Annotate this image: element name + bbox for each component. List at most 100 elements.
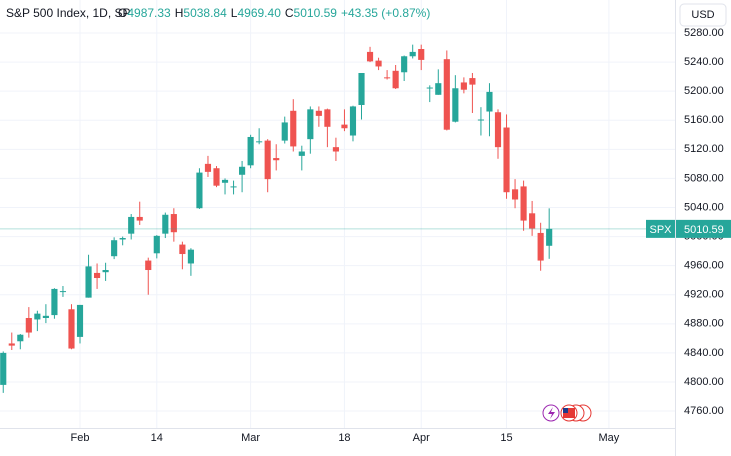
candle-body — [153, 235, 160, 254]
candle-body — [486, 91, 493, 112]
candle-body — [520, 186, 527, 221]
candle-body — [119, 238, 126, 240]
candle-body — [358, 72, 365, 105]
candle-body — [290, 110, 297, 147]
candle-body — [537, 232, 544, 261]
candle-body — [170, 214, 177, 233]
y-tick-label: 5280.00 — [684, 27, 724, 39]
candle-body — [145, 260, 152, 271]
currency-box[interactable] — [679, 3, 727, 27]
candle-body — [85, 266, 92, 298]
flag-icon — [563, 408, 568, 413]
ohlc-prefix: O — [118, 6, 127, 20]
candle-body — [366, 51, 374, 62]
candle-body — [511, 189, 519, 200]
candle-body — [341, 124, 348, 129]
candle-body — [111, 240, 118, 257]
candle-body — [68, 309, 75, 349]
candle-body — [128, 216, 135, 234]
x-tick-label: 18 — [338, 432, 350, 444]
candle-body — [384, 77, 391, 79]
candle-body — [426, 87, 433, 89]
y-tick-label: 4800.00 — [684, 376, 724, 388]
candle-body — [324, 109, 331, 127]
event-icons[interactable] — [542, 404, 592, 422]
y-tick-label: 5240.00 — [684, 56, 724, 68]
candle-body — [494, 112, 502, 148]
symbol-title: S&P 500 Index, 1D, SP — [6, 6, 131, 20]
candle-body — [435, 83, 442, 95]
candle-body — [25, 318, 32, 333]
candle-body — [332, 147, 339, 152]
x-tick-label: Feb — [71, 432, 90, 444]
x-tick-label: Apr — [413, 432, 430, 444]
y-tick-label: 5200.00 — [684, 85, 724, 97]
candle-body — [102, 270, 109, 273]
candle-body — [34, 313, 41, 320]
candle-body — [8, 343, 15, 346]
candle-body — [17, 334, 24, 342]
axes: 4760.00 4800.00 4840.00 4880.00 4920.00 4960.… — [71, 27, 731, 444]
ohlc-value: 5010.59 — [294, 6, 338, 20]
candle-body — [281, 122, 288, 141]
candle-body — [392, 70, 399, 89]
candle-body — [349, 106, 357, 136]
candle-body — [401, 56, 408, 73]
candle-body — [469, 78, 476, 85]
candle-body — [273, 158, 280, 161]
last-price-tag — [676, 219, 731, 238]
y-tick-label: 5160.00 — [684, 114, 724, 126]
candle-body — [443, 59, 450, 130]
ohlc-value: 4969.40 — [237, 6, 281, 20]
candle-body — [409, 51, 416, 57]
candle-body — [307, 109, 314, 140]
ohlc-value: 4987.33 — [127, 6, 171, 20]
y-tick-label: 4960.00 — [684, 260, 724, 272]
candle-body — [315, 110, 322, 116]
y-tick-label: 4760.00 — [684, 405, 724, 417]
y-tick-label: 5040.00 — [684, 201, 724, 213]
flag-icon — [563, 408, 575, 418]
y-tick-label: 4840.00 — [684, 347, 724, 359]
candle-body — [418, 49, 425, 60]
candle-body — [298, 151, 305, 156]
candle-body — [51, 288, 58, 316]
candle-body — [196, 172, 203, 209]
candle-body — [213, 168, 220, 186]
x-tick-label: May — [598, 432, 619, 444]
header: S&P 500 Index, 1D, SP — [6, 6, 131, 20]
ohlc-value: 5038.84 — [183, 6, 227, 20]
ohlc-prefix: H — [175, 6, 184, 20]
candle-body — [529, 213, 536, 229]
symbol-tag-label: SPX — [649, 224, 672, 236]
candle-body — [221, 179, 229, 183]
candle-body — [94, 272, 101, 279]
y-tick-label: 4920.00 — [684, 289, 724, 301]
candle-body — [546, 228, 553, 246]
x-tick-label: 14 — [151, 432, 163, 444]
ohlc-prefix: L — [231, 6, 238, 20]
y-tick-label: 5120.00 — [684, 143, 724, 155]
change-value: +43.35 (+0.87%) — [341, 6, 430, 20]
x-tick-label: Mar — [241, 432, 260, 444]
candle-body — [477, 119, 485, 121]
currency-button[interactable]: USD — [679, 3, 727, 27]
candle-body — [247, 136, 254, 166]
candle-body — [162, 214, 169, 234]
x-tick-label: 15 — [500, 432, 512, 444]
last-price-label: 5010.59 — [684, 224, 724, 236]
candle-body — [230, 186, 237, 188]
ohlc-prefix: C — [285, 6, 294, 20]
currency-label[interactable]: USD — [691, 9, 714, 21]
candle-body — [503, 127, 510, 193]
y-tick-label: 4880.00 — [684, 318, 724, 330]
y-tick-label: 5080.00 — [684, 172, 724, 184]
candle-body — [256, 141, 263, 143]
candle-body — [204, 163, 212, 172]
candle-body — [59, 291, 67, 293]
candle-body — [264, 140, 271, 180]
candle-body — [375, 60, 382, 67]
candle-body — [452, 88, 459, 122]
